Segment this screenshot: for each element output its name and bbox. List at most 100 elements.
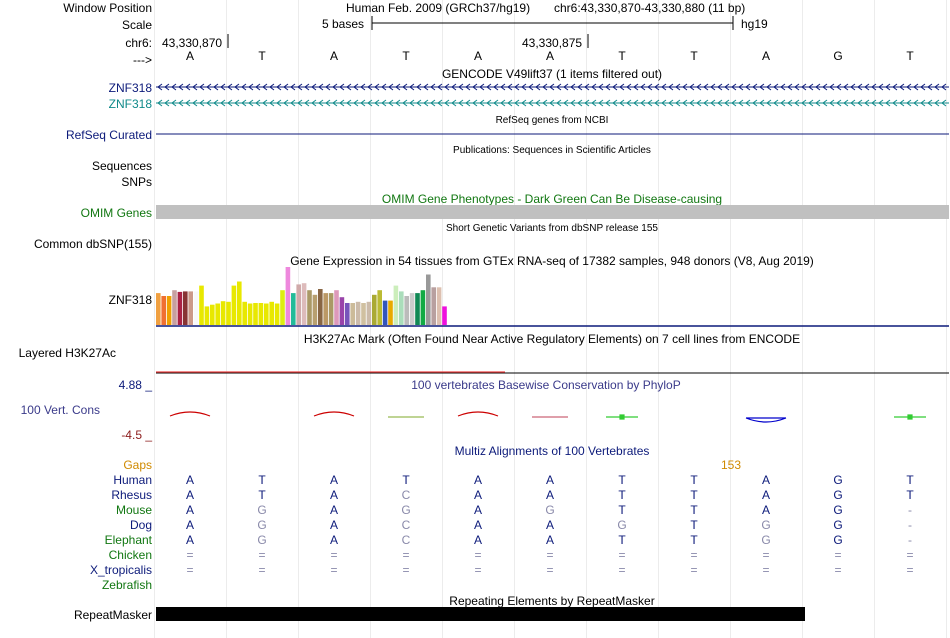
dbsnp-label[interactable]: Common dbSNP(155) xyxy=(33,237,152,251)
species-label[interactable]: Mouse xyxy=(115,503,152,517)
gtex-title[interactable]: Gene Expression in 54 tissues from GTEx … xyxy=(290,254,814,268)
grid-line xyxy=(730,0,731,638)
gtex-bar[interactable] xyxy=(161,296,166,325)
snps-label[interactable]: SNPs xyxy=(121,175,152,189)
gaps-label[interactable]: Gaps xyxy=(123,458,152,472)
refseq-label[interactable]: RefSeq Curated xyxy=(65,128,152,142)
alignment-base: G xyxy=(833,473,843,487)
gtex-bar[interactable] xyxy=(420,290,426,325)
gtex-bar[interactable] xyxy=(199,285,204,325)
gtex-bar[interactable] xyxy=(415,293,420,325)
strand-chevron xyxy=(353,99,359,107)
gtex-bar[interactable] xyxy=(231,285,237,325)
phylop-label[interactable]: 100 Vert. Cons xyxy=(20,403,100,417)
gtex-bar[interactable] xyxy=(253,303,258,325)
strand-chevron xyxy=(682,83,688,91)
gtex-label[interactable]: ZNF318 xyxy=(108,293,152,307)
species-label[interactable]: Zebrafish xyxy=(101,578,152,592)
gencode-gene-label-2[interactable]: ZNF318 xyxy=(108,97,152,111)
gencode-title[interactable]: GENCODE V49lift37 (1 items filtered out) xyxy=(441,67,663,81)
gtex-bar[interactable] xyxy=(280,290,285,325)
strand-chevron xyxy=(815,83,821,91)
gtex-bar[interactable] xyxy=(334,290,339,325)
sequences-label[interactable]: Sequences xyxy=(91,159,152,173)
gtex-bar[interactable] xyxy=(377,290,382,325)
gtex-bar[interactable] xyxy=(345,303,350,325)
gtex-bar[interactable] xyxy=(366,301,372,325)
strand-chevron xyxy=(843,83,849,91)
gtex-bar[interactable] xyxy=(166,296,172,325)
gtex-bar[interactable] xyxy=(156,293,161,325)
dbsnp-title[interactable]: Short Genetic Variants from dbSNP releas… xyxy=(446,223,658,234)
gencode-gene-1-graphic[interactable] xyxy=(156,83,949,91)
omim-label[interactable]: OMIM Genes xyxy=(80,206,152,220)
gtex-bar[interactable] xyxy=(210,304,215,325)
gtex-bar[interactable] xyxy=(258,303,264,325)
gtex-bar[interactable] xyxy=(296,284,301,325)
gencode-gene-label-1[interactable]: ZNF318 xyxy=(108,81,152,95)
omim-bar[interactable] xyxy=(156,205,949,219)
gtex-bar[interactable] xyxy=(339,297,345,325)
omim-title[interactable]: OMIM Gene Phenotypes - Dark Green Can Be… xyxy=(381,192,723,206)
species-label[interactable]: Dog xyxy=(129,518,152,532)
gtex-bar[interactable] xyxy=(264,303,269,326)
species-label[interactable]: Chicken xyxy=(108,548,152,562)
alignment-base: G xyxy=(617,518,627,532)
gtex-bar[interactable] xyxy=(183,291,188,325)
gtex-bar[interactable] xyxy=(361,303,366,325)
strand-chevron xyxy=(437,99,443,107)
gtex-bar[interactable] xyxy=(436,287,442,325)
gtex-bar[interactable] xyxy=(193,291,199,325)
gtex-bar[interactable] xyxy=(399,291,404,325)
multiz-title[interactable]: Multiz Alignments of 100 Vertebrates xyxy=(454,444,650,458)
gtex-bar[interactable] xyxy=(247,303,253,326)
species-label[interactable]: Rhesus xyxy=(111,488,152,502)
repeatmasker-title[interactable]: Repeating Elements by RepeatMasker xyxy=(449,594,655,608)
gtex-bar[interactable] xyxy=(177,291,183,325)
gtex-bar[interactable] xyxy=(242,301,247,325)
gtex-bar[interactable] xyxy=(393,285,399,325)
repeatmasker-bar[interactable] xyxy=(156,607,805,621)
gtex-bar[interactable] xyxy=(431,287,436,325)
gtex-bar[interactable] xyxy=(274,303,280,326)
position-text[interactable]: chr6:43,330,870-43,330,880 (11 bp) xyxy=(554,1,746,15)
publications-title[interactable]: Publications: Sequences in Scientific Ar… xyxy=(453,145,651,156)
gtex-bar[interactable] xyxy=(442,306,447,325)
phylop-title[interactable]: 100 vertebrates Basewise Conservation by… xyxy=(411,378,681,392)
gtex-bar[interactable] xyxy=(355,301,361,325)
gtex-bar[interactable] xyxy=(188,291,193,325)
gtex-bar[interactable] xyxy=(215,303,220,326)
species-label[interactable]: Elephant xyxy=(104,533,152,547)
h3k27ac-title[interactable]: H3K27Ac Mark (Often Found Near Active Re… xyxy=(303,332,801,346)
gtex-bar[interactable] xyxy=(285,267,291,325)
h3k27ac-label[interactable]: Layered H3K27Ac xyxy=(18,346,116,360)
gtex-bar[interactable] xyxy=(409,293,415,325)
gtex-bar[interactable] xyxy=(372,294,377,325)
gtex-bar[interactable] xyxy=(307,290,312,325)
species-label[interactable]: X_tropicalis xyxy=(89,563,152,577)
gtex-bar[interactable] xyxy=(172,290,177,325)
gtex-bar[interactable] xyxy=(301,283,307,325)
gtex-bar[interactable] xyxy=(269,301,274,325)
refseq-title[interactable]: RefSeq genes from NCBI xyxy=(495,115,609,126)
gtex-bar[interactable] xyxy=(350,303,355,325)
gtex-bar[interactable] xyxy=(226,301,231,325)
gtex-bar[interactable] xyxy=(237,281,242,326)
gtex-bar[interactable] xyxy=(328,293,334,325)
strand-chevron xyxy=(927,99,933,107)
gencode-gene-2-graphic[interactable] xyxy=(156,99,949,107)
gtex-bar[interactable] xyxy=(404,296,409,325)
repeatmasker-label[interactable]: RepeatMasker xyxy=(73,608,152,622)
gtex-bar[interactable] xyxy=(388,300,393,325)
gtex-bar[interactable] xyxy=(312,294,318,325)
gtex-bar[interactable] xyxy=(291,293,296,325)
gtex-bar[interactable] xyxy=(382,300,388,325)
gtex-bar[interactable] xyxy=(318,289,323,325)
gtex-bar[interactable] xyxy=(323,293,328,325)
gtex-bars[interactable] xyxy=(156,267,447,325)
gtex-bar[interactable] xyxy=(220,301,226,325)
species-label[interactable]: Human xyxy=(113,473,152,487)
gtex-bar[interactable] xyxy=(426,274,431,326)
gtex-bar[interactable] xyxy=(204,306,210,325)
